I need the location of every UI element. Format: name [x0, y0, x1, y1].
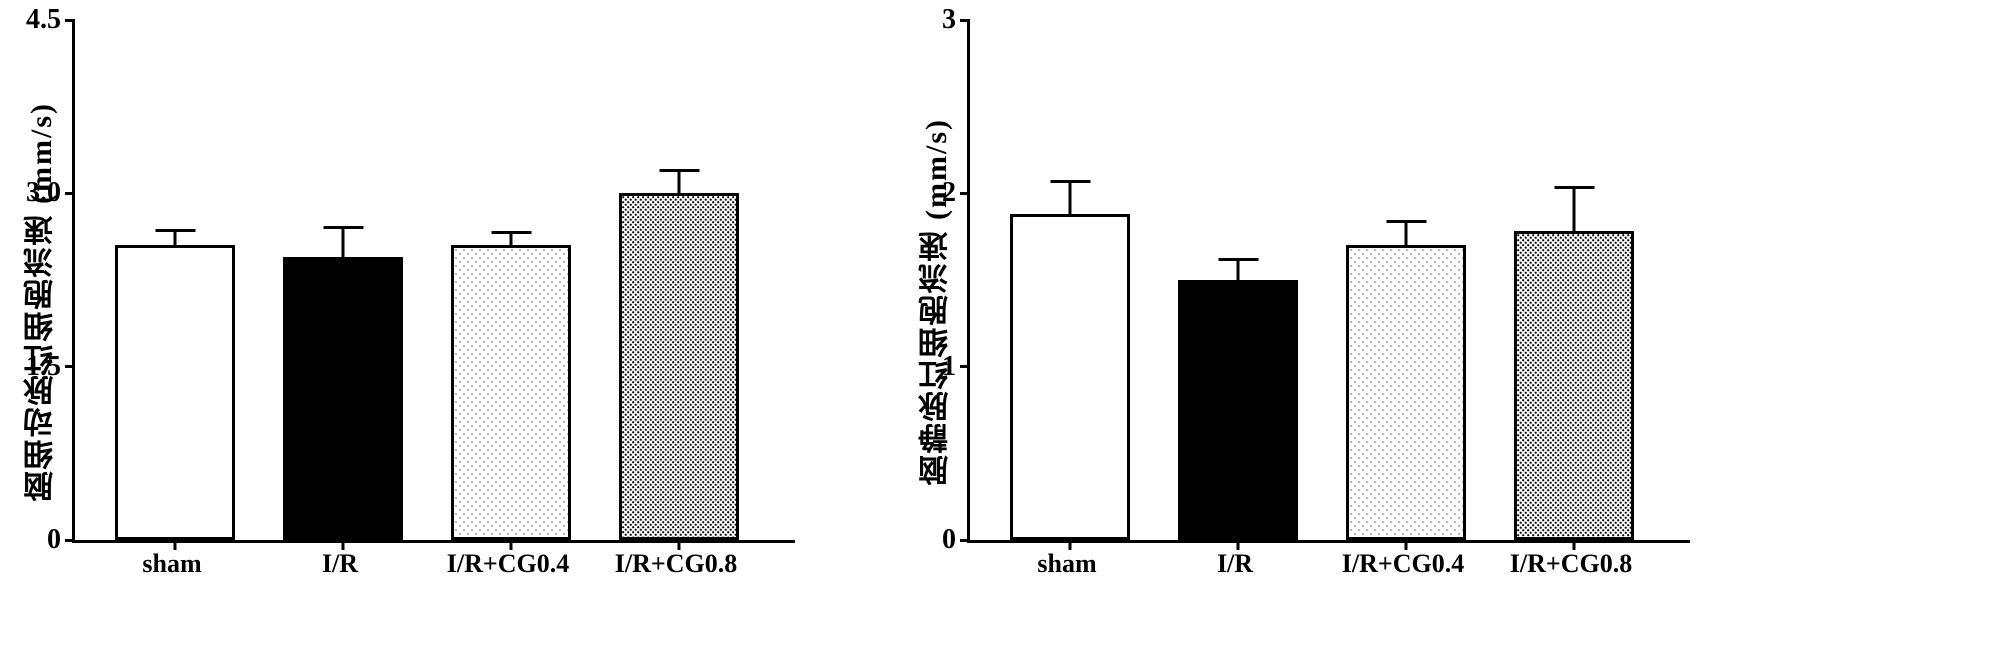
- xtick-label: I/R+CG0.4: [1342, 549, 1464, 579]
- bar: [1010, 214, 1130, 540]
- bar-group: [619, 193, 739, 540]
- bar: [1514, 231, 1634, 540]
- ytick-label: 0: [942, 524, 970, 556]
- bar-group: [1514, 231, 1634, 540]
- pattern-fill: [454, 248, 568, 537]
- xtick-label: sham: [1037, 549, 1096, 579]
- xtick-label: I/R: [322, 549, 358, 579]
- xtick-label: I/R: [1217, 549, 1253, 579]
- xlabel-row: sham I/R I/R+CG0.4 I/R+CG0.8: [967, 543, 1687, 583]
- error-stem: [174, 231, 177, 248]
- xtick-label: I/R+CG0.4: [447, 549, 569, 579]
- bar-group: [451, 245, 571, 540]
- bar-group: [1178, 280, 1298, 540]
- ytick-label: 2: [942, 177, 970, 209]
- error-stem: [1573, 188, 1576, 235]
- pattern-fill: [622, 196, 736, 537]
- plot-column: 0123 sham I/R I/R+CG0.4 I/R+CG0.8: [967, 20, 1690, 583]
- error-cap: [1218, 258, 1258, 261]
- error-cap: [155, 229, 195, 232]
- error-stem: [510, 233, 513, 248]
- error-stem: [678, 171, 681, 196]
- bar-group: [1346, 245, 1466, 540]
- pattern-fill: [1349, 248, 1463, 537]
- error-stem: [1405, 222, 1408, 248]
- ylabel: 脑细动脉红细胞流速 (mm/s): [20, 102, 64, 501]
- plot-area: 0123: [967, 20, 1690, 543]
- xlabel-row: sham I/R I/R+CG0.4 I/R+CG0.8: [72, 543, 792, 583]
- bar-group: [115, 245, 235, 540]
- chart-1: 脑静脉红细胞流速 (mm/s)0123 sham I/R I/R+CG0.4 I/R+C…: [915, 20, 1690, 583]
- figure-row: 脑细动脉红细胞流速 (mm/s)01.53.04.5 sham I/R I/R+CG0…: [20, 20, 1991, 583]
- ytick-label: 3.0: [26, 177, 75, 209]
- bar: [283, 257, 403, 540]
- bar: [451, 245, 571, 540]
- error-cap: [1554, 186, 1594, 189]
- ytick-label: 1: [942, 351, 970, 383]
- error-stem: [342, 228, 345, 260]
- error-cap: [323, 226, 363, 229]
- ytick-label: 4.5: [26, 4, 75, 36]
- error-cap: [1050, 180, 1090, 183]
- ytick-label: 1.5: [26, 351, 75, 383]
- bar: [1346, 245, 1466, 540]
- error-stem: [1069, 182, 1072, 217]
- bar: [619, 193, 739, 540]
- ytick-label: 3: [942, 4, 970, 36]
- xtick-label: sham: [142, 549, 201, 579]
- xtick-label: I/R+CG0.8: [615, 549, 737, 579]
- error-stem: [1237, 260, 1240, 283]
- ylabel: 脑静脉红细胞流速 (mm/s): [915, 118, 959, 485]
- bar-group: [1010, 214, 1130, 540]
- bar: [1178, 280, 1298, 540]
- plot-area: 01.53.04.5: [72, 20, 795, 543]
- error-cap: [491, 231, 531, 234]
- bar-group: [283, 257, 403, 540]
- chart-0: 脑细动脉红细胞流速 (mm/s)01.53.04.5 sham I/R I/R+CG0…: [20, 20, 795, 583]
- ytick-label: 0: [47, 524, 75, 556]
- error-cap: [1386, 220, 1426, 223]
- plot-column: 01.53.04.5 sham I/R I/R+CG0.4 I/R+CG0.8: [72, 20, 795, 583]
- xtick-label: I/R+CG0.8: [1510, 549, 1632, 579]
- error-cap: [659, 169, 699, 172]
- bar: [115, 245, 235, 540]
- pattern-fill: [1517, 234, 1631, 537]
